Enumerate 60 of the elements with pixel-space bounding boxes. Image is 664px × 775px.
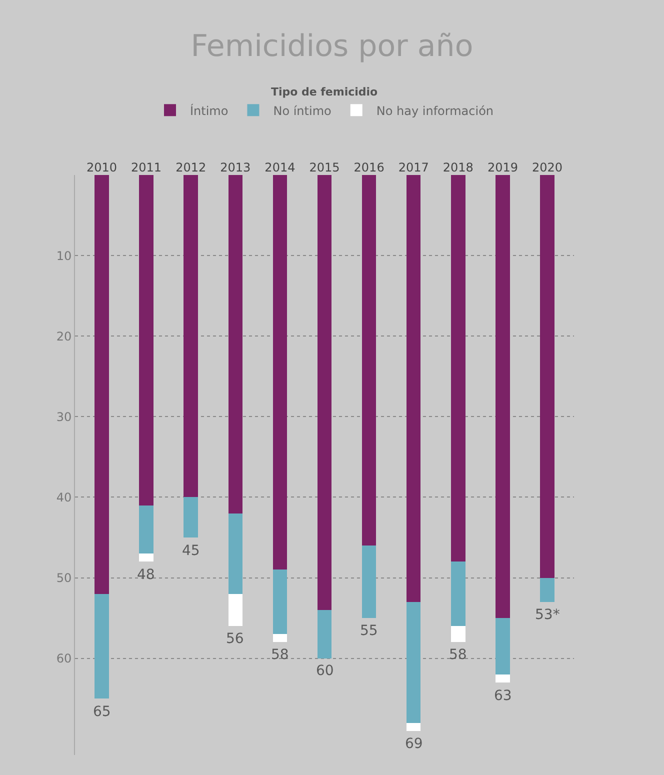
bar — [228, 175, 243, 514]
bar — [272, 175, 288, 570]
bar — [139, 505, 154, 554]
y-tick-label: 60 — [56, 652, 72, 666]
x-tick-label: 2016 — [354, 160, 384, 175]
bar — [496, 175, 510, 618]
legend-label: No íntimo — [273, 104, 332, 118]
total-label: 60 — [316, 663, 334, 679]
bar — [139, 175, 154, 506]
bar — [406, 175, 421, 602]
bar — [362, 175, 376, 546]
x-tick-label: 2011 — [131, 160, 162, 175]
x-tick-label: 2014 — [264, 160, 296, 175]
total-label: 69 — [405, 736, 423, 752]
y-tick-label: 10 — [56, 248, 72, 263]
total-label: 48 — [137, 567, 155, 583]
x-tick-label: 2020 — [532, 160, 563, 175]
bar — [228, 513, 243, 594]
bar — [451, 562, 466, 626]
bar — [184, 497, 198, 538]
x-tick-label: 2012 — [176, 160, 206, 175]
bar — [317, 175, 332, 610]
total-label: 65 — [93, 704, 111, 720]
total-label: 63 — [494, 688, 512, 704]
total-label: 55 — [360, 623, 378, 639]
bar — [406, 722, 421, 731]
x-tick-label: 2019 — [487, 160, 518, 175]
bar — [272, 570, 288, 634]
bar — [540, 578, 554, 602]
bar — [496, 618, 510, 674]
bar — [406, 602, 421, 723]
bar — [540, 175, 554, 578]
x-tick-label: 2010 — [86, 160, 118, 175]
legend-label: No hay información — [376, 104, 494, 118]
bar — [317, 610, 332, 658]
bar — [94, 175, 109, 594]
x-tick-label: 2013 — [220, 160, 251, 175]
y-tick-label: 30 — [56, 410, 72, 424]
bar — [272, 634, 288, 642]
bar — [94, 594, 109, 699]
y-tick-label: 20 — [56, 329, 72, 344]
bar — [496, 674, 510, 682]
legend-title: Tipo de femicidio — [270, 86, 378, 99]
bar — [451, 175, 466, 562]
bar — [451, 626, 466, 642]
bar — [228, 594, 243, 626]
x-tick-label: 2018 — [442, 160, 474, 175]
total-label: 45 — [182, 543, 200, 559]
x-tick-label: 2017 — [398, 160, 429, 175]
total-label: 58 — [271, 647, 289, 663]
total-label: 53* — [535, 607, 560, 623]
x-tick-label: 2015 — [309, 160, 340, 175]
bar — [184, 175, 198, 498]
y-tick-label: 40 — [56, 490, 72, 504]
total-label: 58 — [449, 647, 467, 663]
total-label: 56 — [226, 631, 244, 647]
bar — [139, 554, 154, 562]
legend-label: Íntimo — [190, 102, 228, 118]
y-tick-label: 50 — [56, 570, 72, 585]
bar — [362, 546, 376, 618]
